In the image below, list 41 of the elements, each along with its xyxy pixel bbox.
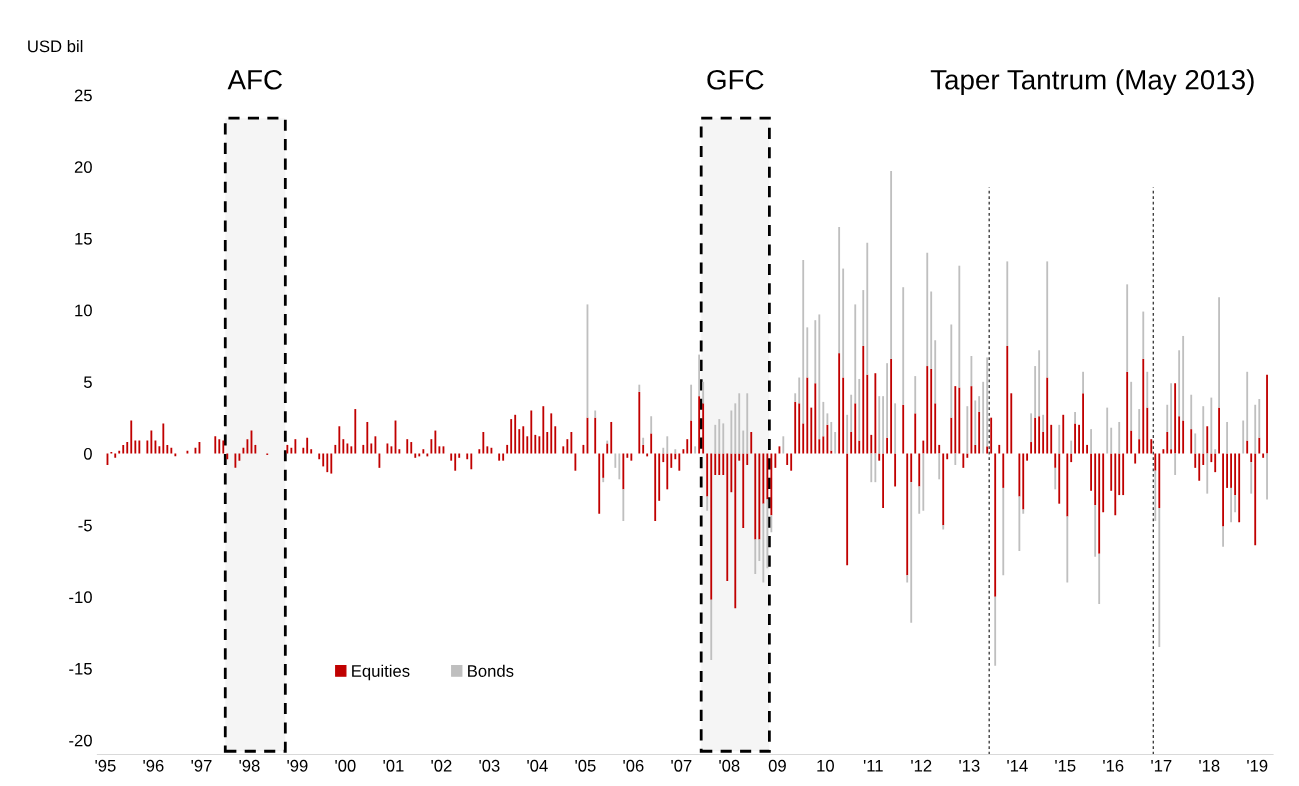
x-tick-label: '15 [1055, 760, 1076, 772]
x-tick-label: '05 [575, 759, 596, 772]
x-tick-label: '95 [95, 759, 116, 772]
y-tick-label: -10 [69, 591, 92, 604]
y-axis-title: USD bil [28, 40, 83, 53]
x-tick-label: '03 [479, 759, 500, 772]
x-tick-label: '08 [719, 759, 740, 772]
x-tick-label: 09 [768, 759, 786, 772]
legend-label: Bonds [468, 664, 514, 677]
x-tick-label: '99 [287, 759, 308, 772]
x-tick-label: '14 [1007, 760, 1028, 772]
x-tick-label: '19 [1247, 759, 1268, 772]
x-tick-label: '12 [911, 759, 932, 772]
x-tick-label: '07 [671, 759, 692, 772]
text: Taper Tantrum (May 2013) [930, 69, 1254, 96]
x-tick-label: '01 [383, 759, 404, 772]
y-tick-label: 5 [83, 376, 92, 389]
y-tick-label: -15 [69, 663, 92, 675]
x-tick-label: '11 [863, 760, 883, 772]
x-tick-label: '16 [1103, 759, 1124, 772]
x-tick-label: '13 [959, 759, 980, 772]
y-tick-label: 15 [75, 233, 92, 245]
band-label: AFC [227, 69, 283, 90]
x-tick-label: 10 [817, 759, 834, 772]
x-tick-label: '96 [143, 759, 164, 772]
x-tick-label: '04 [527, 759, 548, 772]
y-tick-label: -20 [69, 734, 92, 747]
x-tick-label: '97 [191, 759, 212, 772]
x-tick-label: '18 [1199, 759, 1220, 772]
y-tick-label: 25 [74, 89, 92, 102]
x-tick-label: '02 [431, 759, 452, 772]
legend-label: Equities [352, 664, 410, 681]
band-label: GFC [707, 69, 764, 90]
y-tick-label: 20 [74, 161, 92, 173]
y-tick-label: 10 [75, 304, 92, 317]
x-tick-label: '06 [623, 759, 644, 772]
y-tick-label: 0 [83, 447, 92, 460]
x-tick-label: '00 [335, 759, 356, 772]
y-tick-label: -5 [78, 519, 92, 532]
x-tick-label: '98 [239, 759, 260, 772]
x-tick-label: '17 [1151, 760, 1172, 772]
